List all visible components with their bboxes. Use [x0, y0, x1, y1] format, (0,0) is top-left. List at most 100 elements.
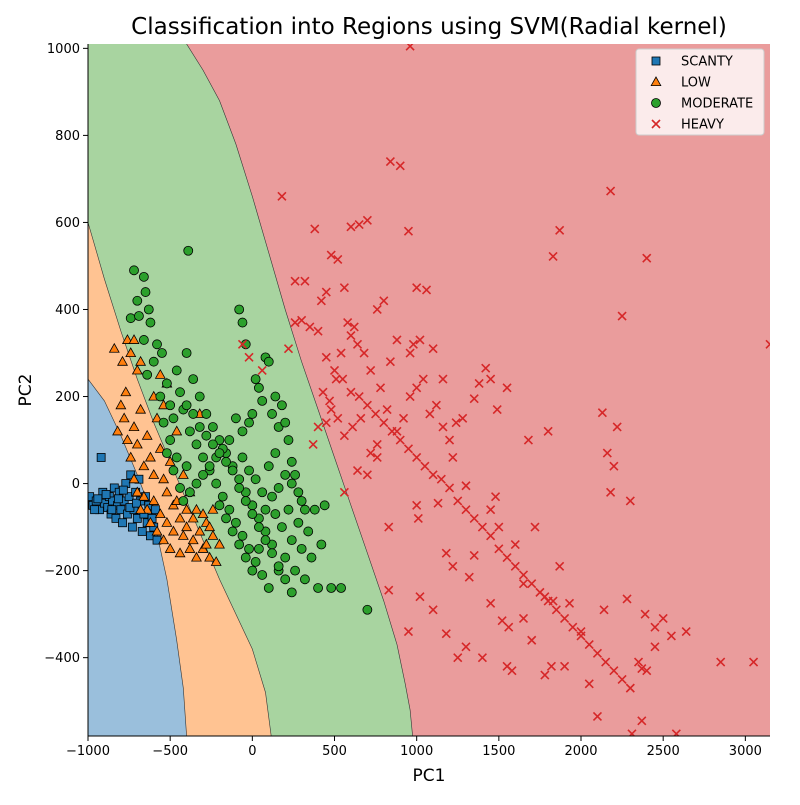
point-moderate [211, 478, 222, 489]
point-low [190, 551, 202, 562]
point-heavy [398, 413, 409, 423]
point-heavy [421, 285, 432, 295]
x-tick-label: 500 [322, 744, 347, 759]
point-moderate [267, 491, 277, 502]
point-heavy [244, 352, 254, 362]
point-low [210, 556, 222, 566]
point-heavy [617, 674, 627, 684]
point-moderate [161, 378, 172, 389]
point-moderate [207, 439, 218, 450]
point-heavy [316, 296, 326, 306]
point-heavy [576, 626, 586, 637]
point-moderate [140, 287, 151, 297]
point-heavy [338, 374, 348, 384]
point-low [181, 503, 193, 514]
point-heavy [650, 622, 660, 632]
point-moderate [234, 474, 245, 485]
point-heavy [379, 418, 389, 428]
point-heavy [405, 348, 415, 358]
point-heavy [431, 400, 441, 410]
point-heavy [329, 365, 340, 375]
point-moderate [293, 487, 304, 498]
point-heavy [658, 613, 668, 624]
point-low [161, 486, 173, 497]
point-heavy [321, 287, 331, 297]
point-moderate [175, 387, 185, 398]
point-low [200, 538, 212, 549]
point-moderate [125, 313, 136, 324]
point-heavy [458, 413, 468, 423]
y-tick-label: 400 [55, 303, 80, 318]
point-moderate [181, 400, 192, 411]
x-tick-label: 1500 [482, 744, 515, 759]
point-heavy [438, 374, 448, 384]
point-scanty [90, 505, 99, 515]
point-heavy [372, 439, 382, 449]
point-heavy [277, 191, 287, 201]
point-moderate [143, 304, 154, 315]
point-heavy [346, 387, 356, 397]
point-heavy [477, 522, 487, 532]
point-low [190, 503, 202, 514]
point-heavy [494, 544, 504, 554]
point-low [131, 364, 143, 375]
point-heavy [366, 448, 376, 458]
point-low [121, 434, 133, 445]
point-heavy [290, 317, 300, 328]
series-scanty [88, 453, 162, 545]
point-heavy [444, 483, 455, 493]
point-moderate [283, 435, 294, 445]
point-heavy [385, 357, 395, 367]
point-heavy [461, 642, 471, 652]
point-heavy [464, 572, 474, 582]
point-heavy [523, 435, 533, 445]
point-heavy [441, 548, 451, 558]
point-low [108, 342, 120, 353]
point-moderate [260, 535, 271, 546]
point-moderate [286, 587, 297, 598]
point-heavy [339, 431, 349, 441]
point-low [177, 529, 189, 540]
point-heavy [428, 605, 438, 615]
point-heavy [486, 505, 496, 515]
point-heavy [392, 426, 402, 436]
point-heavy [637, 716, 647, 726]
decision-boundary-3 [186, 44, 413, 736]
point-low [174, 547, 186, 558]
point-heavy [436, 474, 446, 484]
point-moderate [204, 461, 215, 472]
point-moderate [191, 439, 202, 450]
point-moderate [254, 382, 264, 393]
point-heavy [609, 461, 619, 471]
point-heavy [405, 391, 415, 402]
point-heavy [560, 613, 570, 624]
point-moderate [270, 448, 281, 459]
point-low [144, 451, 156, 462]
point-moderate [221, 513, 231, 524]
point-moderate [283, 504, 294, 515]
point-heavy [313, 326, 323, 336]
point-low [128, 421, 140, 431]
point-heavy [494, 522, 504, 532]
point-low [207, 529, 219, 540]
point-heavy [540, 592, 550, 602]
point-heavy [453, 496, 463, 506]
point-low [148, 495, 160, 505]
point-heavy [555, 225, 565, 235]
point-low [128, 334, 140, 344]
point-low [125, 347, 137, 358]
point-heavy [362, 215, 372, 225]
point-low [174, 512, 186, 523]
point-heavy [592, 711, 603, 721]
point-heavy [548, 251, 558, 261]
point-low [118, 412, 130, 423]
point-heavy [359, 348, 369, 358]
point-heavy [617, 311, 627, 321]
point-moderate [263, 461, 274, 472]
legend-box [635, 48, 765, 136]
point-heavy [354, 220, 364, 230]
point-heavy [597, 408, 607, 418]
data-points [88, 44, 770, 736]
legend-entry: SCANTY [651, 55, 733, 70]
point-low [158, 534, 170, 545]
